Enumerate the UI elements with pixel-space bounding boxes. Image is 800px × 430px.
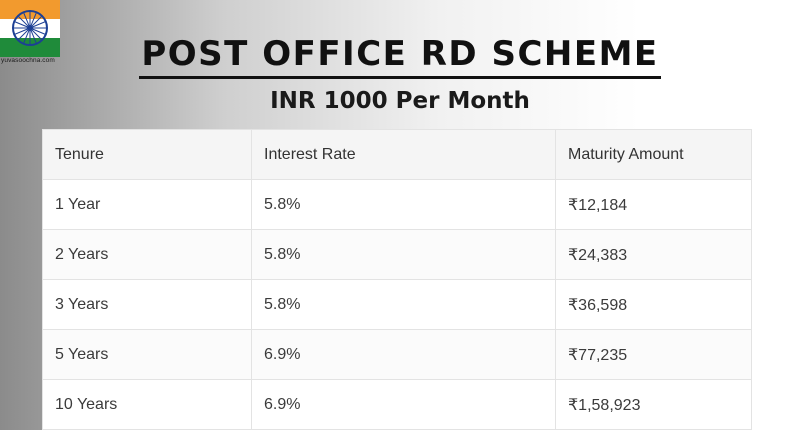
maturity-amount-cell: ₹36,598 [555,279,752,330]
header-maturity-amount: Maturity Amount [555,129,752,180]
interest-rate-cell: 6.9% [251,379,556,430]
table-row: 3 Years 5.8% ₹36,598 [42,279,752,330]
maturity-amount-cell: ₹77,235 [555,329,752,380]
header-tenure: Tenure [42,129,252,180]
maturity-amount-cell: ₹24,383 [555,229,752,280]
tenure-cell: 1 Year [42,179,252,230]
tenure-cell: 3 Years [42,279,252,330]
page-subtitle: INR 1000 Per Month [270,88,530,114]
table-header-row: Tenure Interest Rate Maturity Amount [42,129,752,180]
table-row: 5 Years 6.9% ₹77,235 [42,329,752,380]
table-row: 1 Year 5.8% ₹12,184 [42,179,752,230]
interest-rate-cell: 6.9% [251,329,556,380]
flag-emblem-icon [0,0,60,57]
table-row: 10 Years 6.9% ₹1,58,923 [42,379,752,430]
interest-rate-cell: 5.8% [251,229,556,280]
header-interest-rate: Interest Rate [251,129,556,180]
logo-site-name: yuvasoochna.com [1,57,55,64]
maturity-amount-cell: ₹1,58,923 [555,379,752,430]
site-logo: yuvasoochna.com [0,0,60,70]
page-title: POST OFFICE RD SCHEME [0,34,800,79]
interest-rate-cell: 5.8% [251,179,556,230]
maturity-amount-cell: ₹12,184 [555,179,752,230]
tenure-cell: 10 Years [42,379,252,430]
rd-maturity-table: Tenure Interest Rate Maturity Amount 1 Y… [42,129,752,430]
table-row: 2 Years 5.8% ₹24,383 [42,229,752,280]
interest-rate-cell: 5.8% [251,279,556,330]
tenure-cell: 5 Years [42,329,252,380]
page-title-text: POST OFFICE RD SCHEME [139,34,661,79]
ashoka-chakra-icon [12,10,48,46]
tenure-cell: 2 Years [42,229,252,280]
